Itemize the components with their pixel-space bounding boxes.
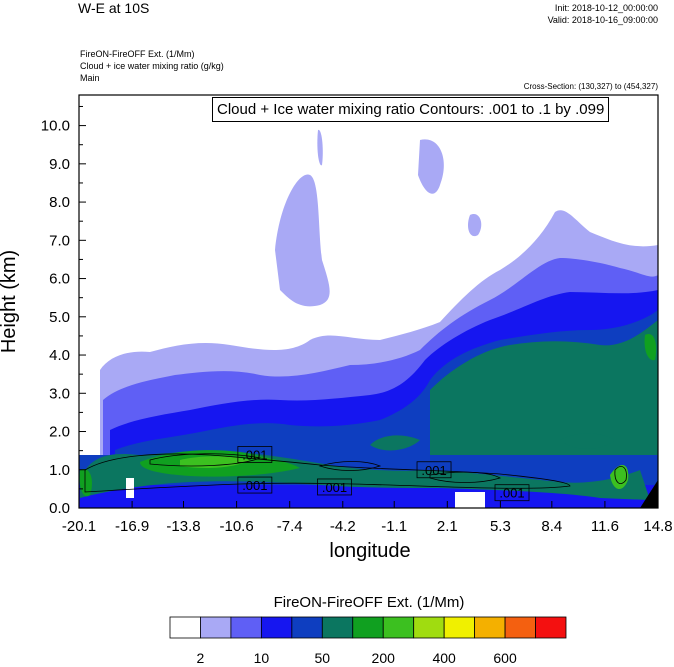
colorbar-swatch — [200, 616, 232, 639]
cross-section-label: Cross-Section: (130,327) to (454,327) — [523, 82, 658, 91]
x-axis-label: longitude — [329, 540, 411, 562]
colorbar-swatch — [291, 616, 323, 639]
filled-contours — [79, 95, 658, 508]
x-tick-label: -16.9 — [115, 518, 149, 535]
chart-title: W-E at 10S — [78, 0, 150, 16]
x-tick-label: 2.1 — [437, 518, 458, 535]
colorbar-label: 400 — [432, 650, 456, 666]
colorbar-label: 600 — [493, 650, 517, 666]
colorbar-swatch — [260, 616, 293, 639]
y-tick-label: 2.0 — [49, 424, 70, 441]
y-tick-label: 8.0 — [49, 194, 70, 211]
contour-lines — [84, 453, 627, 493]
x-tick-label: -1.1 — [381, 518, 407, 535]
x-tick-label: 5.3 — [490, 518, 511, 535]
field-list: FireON-FireOFF Ext. (1/Mm) Cloud + ice w… — [80, 48, 224, 84]
y-tick-label: 9.0 — [49, 156, 70, 173]
contour-label: .001 — [499, 486, 524, 501]
x-axis: -20.1 -16.9 -13.8 -10.6 -7.4 -4.2 -1.1 2.1 5.3 8.… — [62, 501, 673, 535]
contour-label-box — [237, 476, 273, 494]
y-tick-label: 3.0 — [49, 385, 70, 402]
colorbar-label: 10 — [253, 650, 270, 666]
contour-label-box — [317, 478, 352, 496]
contour-label: .001 — [322, 480, 347, 495]
colorbar-swatch — [352, 616, 384, 639]
colorbar-swatch — [443, 616, 476, 639]
y-tick-label: 4.0 — [49, 347, 70, 364]
colorbar-label: 2 — [196, 650, 205, 666]
field-line-1: FireON-FireOFF Ext. (1/Mm) — [80, 49, 195, 59]
x-tick-label: 8.4 — [541, 518, 562, 535]
colorbar-label: 200 — [371, 650, 395, 666]
plot-frame — [78, 94, 659, 509]
y-tick-label: 10.0 — [41, 118, 70, 135]
colorbar-swatch — [382, 616, 415, 639]
field-line-2: Cloud + ice water mixing ratio (g/kg) — [80, 61, 224, 71]
y-tick-label: 1.0 — [49, 462, 70, 479]
contour-label: .001 — [242, 478, 267, 493]
colorbar-swatch — [413, 616, 445, 639]
field-line-3: Main — [80, 73, 100, 83]
colorbar-label: 50 — [314, 650, 331, 666]
colorbar-title: FireON-FireOFF Ext. (1/Mm) — [273, 594, 465, 611]
contour-label-box — [416, 461, 452, 479]
colorbar-swatch — [504, 616, 536, 639]
y-axis: 0.0 1.0 2.0 3.0 4.0 5.0 6.0 7.0 8.0 9.0 10.0 — [41, 105, 86, 517]
y-tick-label: 0.0 — [49, 500, 70, 517]
x-tick-label: -7.4 — [277, 518, 303, 535]
y-tick-label: 5.0 — [49, 309, 70, 326]
x-tick-label: -20.1 — [62, 518, 96, 535]
contour-label: .001 — [242, 447, 267, 462]
valid-time: Valid: 2018-10-16_09:00:00 — [547, 15, 658, 25]
colorbar-swatch — [321, 616, 354, 639]
y-tick-label: 6.0 — [49, 271, 70, 288]
x-tick-label: 11.6 — [591, 518, 619, 535]
contour-label-box — [237, 446, 273, 463]
time-info: Init: 2018-10-12_00:00:00 Valid: 2018-10… — [548, 2, 658, 26]
x-tick-label: -4.2 — [330, 518, 356, 535]
colorbar-swatch — [169, 616, 201, 639]
y-tick-label: 7.0 — [49, 232, 70, 249]
x-tick-label: -10.6 — [220, 518, 254, 535]
contour-label-box — [494, 484, 530, 502]
contour-annotation: Cloud + Ice water mixing ratio Contours:… — [212, 97, 610, 122]
contour-label: .001 — [421, 463, 446, 478]
x-tick-label: -13.8 — [166, 518, 200, 535]
colorbar-swatch — [474, 616, 506, 639]
colorbar-swatch — [230, 616, 262, 639]
contour-labels: .001 .001 .001 .001 .001 — [237, 446, 530, 502]
x-tick-label: 14.8 — [643, 518, 672, 535]
colorbar-swatch — [535, 616, 567, 639]
y-axis-label: Height (km) — [0, 249, 21, 354]
init-time: Init: 2018-10-12_00:00:00 — [554, 3, 658, 13]
colorbar — [169, 616, 567, 639]
